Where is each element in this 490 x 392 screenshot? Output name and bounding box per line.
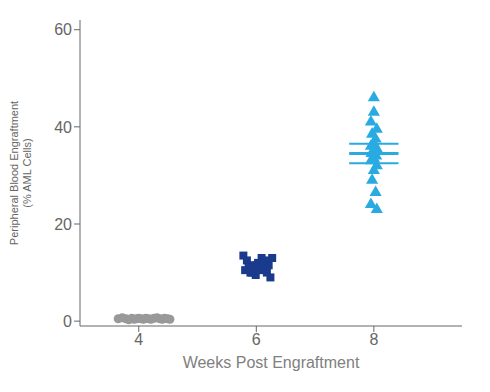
svg-text:Weeks Post Engraftment: Weeks Post Engraftment: [183, 354, 360, 371]
svg-text:40: 40: [54, 119, 72, 136]
svg-text:0: 0: [63, 313, 72, 330]
svg-text:8: 8: [369, 331, 378, 348]
svg-text:Peripheral Blood Engraftment(%: Peripheral Blood Engraftment(% AML Cells…: [8, 101, 33, 245]
svg-text:4: 4: [134, 331, 143, 348]
svg-text:60: 60: [54, 21, 72, 38]
svg-text:6: 6: [252, 331, 261, 348]
svg-text:20: 20: [54, 216, 72, 233]
